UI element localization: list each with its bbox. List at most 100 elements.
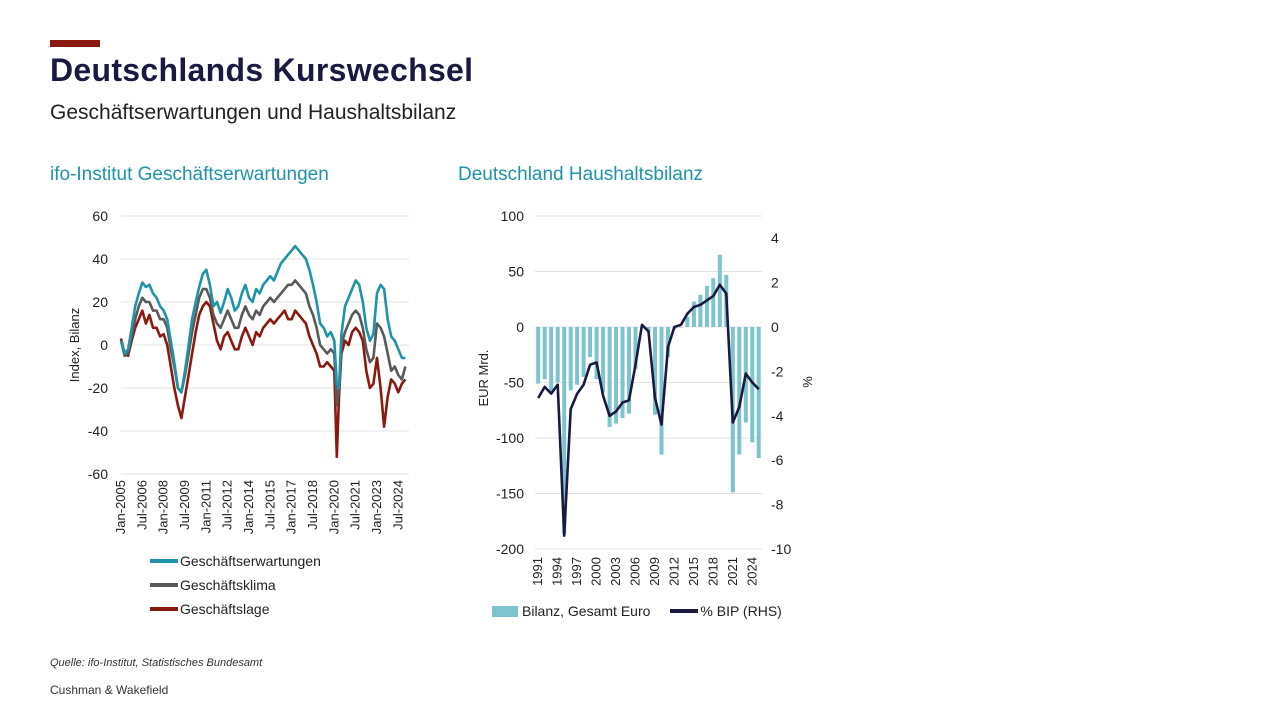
- haushalt-ytick-label: -50: [504, 375, 524, 391]
- ifo-series-line: [119, 279, 407, 407]
- haushalt-xtick-label: 2003: [608, 557, 623, 586]
- haushalt-bar: [627, 327, 631, 414]
- ifo-xtick-label: Jan-2008: [156, 480, 171, 534]
- ifo-legend-item: Geschäftsklima: [150, 573, 321, 597]
- ifo-series-line: [119, 244, 406, 394]
- ifo-xtick-label: Jul-2018: [305, 480, 320, 530]
- haushalt-y2tick-label: 2: [771, 275, 779, 291]
- haushalt-bar: [756, 327, 761, 458]
- haushalt-bar: [620, 327, 625, 418]
- haushalt-legend-label: % BIP (RHS): [700, 603, 782, 619]
- ifo-xtick-label: Jul-2006: [134, 480, 149, 530]
- haushalt-bar: [704, 285, 709, 327]
- chart-title-ifo: ifo-Institut Geschäftserwartungen: [50, 164, 329, 185]
- ifo-legend-swatch: [150, 607, 178, 611]
- haushalt-ytick-label: 50: [508, 264, 524, 280]
- haushalt-y2label: %: [800, 376, 815, 388]
- haushalt-bar: [601, 327, 606, 393]
- haushalt-bar: [568, 327, 573, 391]
- haushalt-bar: [750, 327, 755, 443]
- ifo-xtick-label: Jul-2012: [220, 480, 235, 530]
- haushalt-bar: [536, 327, 541, 384]
- haushalt-bar: [575, 327, 580, 385]
- haushalt-xtick-label: 1997: [569, 557, 584, 586]
- ifo-xtick-label: Jan-2017: [284, 480, 299, 534]
- page-title: Deutschlands Kurswechsel: [50, 52, 474, 88]
- ifo-xtick-label: Jan-2005: [113, 480, 128, 534]
- haushalt-bar: [562, 327, 567, 534]
- ifo-legend-label: Geschäftsklima: [180, 577, 276, 593]
- haushalt-xtick-label: 2015: [686, 557, 701, 586]
- ifo-xtick-label: Jul-2021: [348, 480, 363, 530]
- haushalt-bar: [737, 327, 742, 455]
- ifo-legend-item: Geschäftslage: [150, 597, 321, 621]
- haushalt-y2tick-label: -8: [771, 497, 784, 513]
- haushalt-bar: [549, 327, 554, 393]
- source-note: Quelle: ifo-Institut, Statistisches Bund…: [50, 657, 263, 669]
- haushalt-y2tick-label: 4: [771, 230, 779, 246]
- haushalt-bar: [665, 327, 670, 357]
- ifo-xtick-label: Jan-2023: [369, 480, 384, 534]
- haushalt-bar: [588, 327, 593, 357]
- ifo-legend-item: Geschäftserwartungen: [150, 549, 321, 573]
- ifo-line-chart: 60 40 20 0 -20 -40 -60 Index, Bilanz Jan-2005 Jul…: [67, 208, 409, 534]
- haushalt-bar: [691, 301, 696, 327]
- haushalt-bar: [659, 327, 664, 455]
- haushalt-bar: [594, 327, 599, 380]
- ifo-ytick-label: -60: [88, 466, 108, 482]
- haushalt-ytick-label: -150: [496, 486, 524, 502]
- haushalt-bar: [717, 254, 722, 327]
- haushalt-legend-swatch: [670, 609, 699, 613]
- haushalt-bar: [607, 327, 612, 427]
- ifo-ytick-label: 20: [92, 294, 108, 310]
- ifo-xtick-label: Jan-2014: [241, 480, 256, 534]
- haushalt-xtick-label: 2012: [666, 557, 681, 586]
- ifo-series-line: [119, 300, 407, 459]
- haushalt-y2tick-label: -6: [771, 452, 784, 468]
- ifo-legend: Geschäftserwartungen Geschäftsklima Geschä…: [150, 549, 321, 621]
- ifo-xtick-label: Jul-2015: [262, 480, 277, 530]
- haushalt-bar: [542, 327, 547, 380]
- haushalt-bar: [581, 327, 586, 377]
- haushalt-y2tick-label: 0: [771, 319, 779, 335]
- haushalt-bar: [711, 278, 716, 327]
- haushalt-xtick-label: 2024: [744, 557, 759, 586]
- haushalt-bar: [653, 327, 657, 415]
- haushalt-xtick-label: 2009: [647, 557, 662, 586]
- ifo-xtick-label: Jul-2024: [390, 480, 405, 530]
- haushalt-xtick-label: 2018: [705, 557, 720, 586]
- chart-title-haushalt: Deutschland Haushaltsbilanz: [458, 164, 704, 185]
- ifo-xtick-label: Jan-2020: [326, 480, 341, 534]
- ifo-legend-label: Geschäftslage: [180, 601, 270, 617]
- haushalt-xtick-label: 1991: [530, 557, 545, 586]
- ifo-xtick-label: Jul-2009: [177, 480, 192, 530]
- accent-bar: [50, 40, 100, 47]
- haushalt-legend-label: Bilanz, Gesamt Euro: [522, 603, 651, 619]
- company-name: Cushman & Wakefield: [50, 683, 169, 697]
- ifo-legend-label: Geschäftserwartungen: [180, 553, 321, 569]
- ifo-ytick-label: 40: [92, 251, 108, 267]
- haushalt-xtick-label: 2000: [589, 557, 604, 586]
- ifo-legend-swatch: [150, 559, 178, 563]
- page-subtitle: Geschäftserwartungen und Haushaltsbilanz: [50, 101, 457, 124]
- haushalt-ytick-label: 100: [501, 208, 525, 224]
- haushalt-xtick-label: 2021: [725, 557, 740, 586]
- haushalt-bar: [633, 327, 638, 370]
- ifo-ylabel: Index, Bilanz: [67, 308, 82, 382]
- haushalt-legend-item: Bilanz, Gesamt Euro: [492, 599, 650, 623]
- haushalt-y2tick-label: -4: [771, 408, 784, 424]
- haushalt-bar: [685, 317, 690, 327]
- ifo-ytick-label: -40: [88, 423, 108, 439]
- haushalt-bip-line: [537, 283, 760, 538]
- ifo-ytick-label: 60: [92, 208, 108, 224]
- haushalt-xtick-label: 1994: [550, 557, 565, 586]
- ifo-xtick-label: Jan-2011: [198, 480, 213, 533]
- haushalt-xtick-label: 2006: [628, 557, 643, 586]
- haushalt-y2tick-label: -10: [771, 541, 791, 557]
- haushalt-ytick-label: 0: [516, 319, 524, 335]
- haushalt-bar: [698, 294, 703, 327]
- haushalt-bar: [678, 327, 683, 328]
- ifo-ytick-label: -20: [88, 380, 108, 396]
- haushalt-ylabel: EUR Mrd.: [476, 349, 491, 406]
- haushalt-ytick-label: -200: [496, 541, 524, 557]
